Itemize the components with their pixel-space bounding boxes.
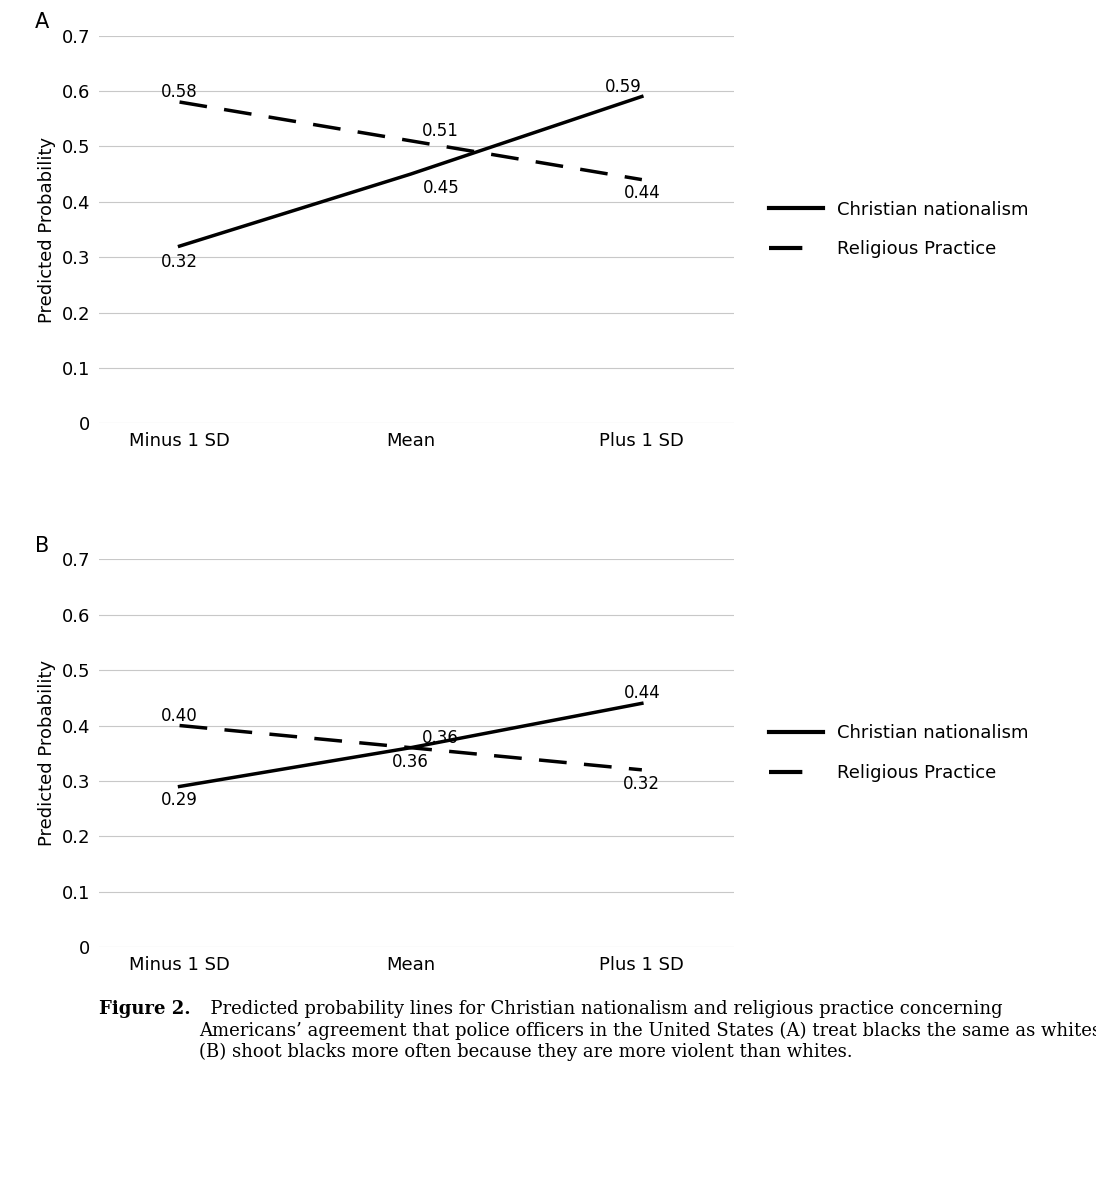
Text: Predicted probability lines for Christian nationalism and religious practice con: Predicted probability lines for Christia… bbox=[199, 1000, 1096, 1061]
Text: 0.29: 0.29 bbox=[161, 791, 198, 810]
Y-axis label: Predicted Probability: Predicted Probability bbox=[38, 136, 56, 322]
Text: 0.59: 0.59 bbox=[605, 77, 642, 96]
Text: 0.36: 0.36 bbox=[392, 753, 430, 771]
Text: Figure 2.: Figure 2. bbox=[99, 1000, 191, 1018]
Text: 0.51: 0.51 bbox=[422, 122, 459, 140]
Text: 0.45: 0.45 bbox=[422, 179, 459, 197]
Text: A: A bbox=[35, 12, 49, 32]
Y-axis label: Predicted Probability: Predicted Probability bbox=[38, 661, 56, 847]
Text: 0.40: 0.40 bbox=[161, 707, 198, 725]
Text: 0.32: 0.32 bbox=[624, 774, 661, 793]
Text: 0.36: 0.36 bbox=[422, 728, 459, 747]
Legend: Christian nationalism, Religious Practice: Christian nationalism, Religious Practic… bbox=[768, 200, 1029, 258]
Legend: Christian nationalism, Religious Practice: Christian nationalism, Religious Practic… bbox=[768, 725, 1029, 783]
Text: 0.58: 0.58 bbox=[161, 83, 198, 101]
Text: 0.32: 0.32 bbox=[161, 252, 198, 271]
Text: B: B bbox=[35, 536, 49, 556]
Text: 0.44: 0.44 bbox=[624, 185, 660, 202]
Text: 0.44: 0.44 bbox=[624, 684, 660, 702]
